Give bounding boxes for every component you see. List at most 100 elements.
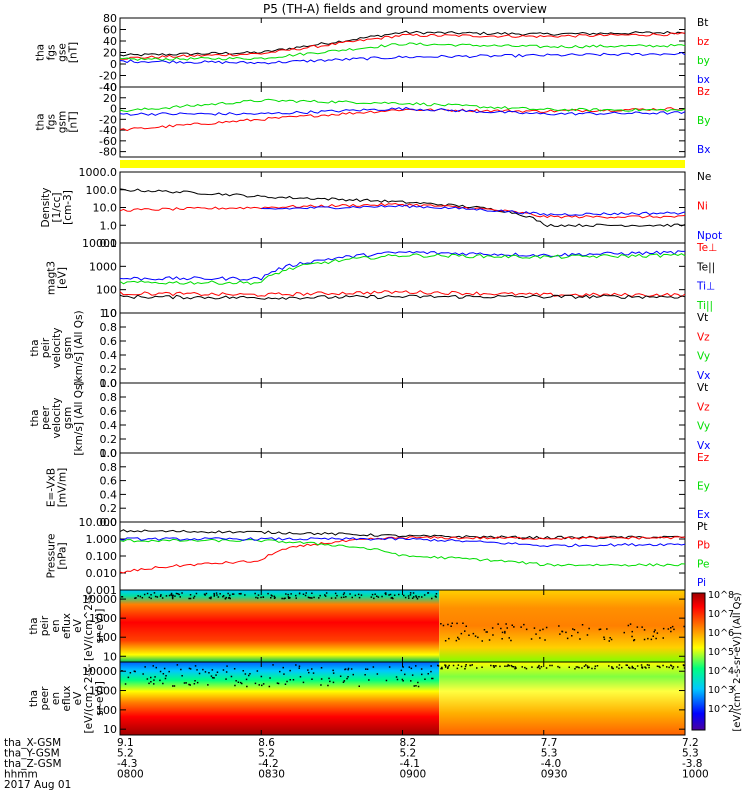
peir_velocity-ytick: 0.4 [100, 349, 118, 362]
temperature-legend-Te⊥: Te⊥ [696, 242, 717, 254]
peer_velocity-ytick: 0.0 [100, 447, 118, 460]
peer_spec-ylabel: eV [72, 691, 84, 705]
footer-value: -4.3 [117, 758, 138, 770]
fgs_gse-ylabel: [nT] [68, 42, 80, 63]
peir_spec-region-post [439, 590, 685, 662]
pressure-series-Pe [119, 538, 686, 567]
peir_velocity-ytick: 0.2 [100, 363, 118, 376]
peir_spec-ylabel: peir [39, 615, 51, 636]
peir_velocity-ytick: 0.6 [100, 335, 118, 348]
peir_velocity-legend-Vz: Vz [697, 331, 710, 343]
temperature-series-Ti⊥ [119, 250, 685, 281]
pressure-series-Pt [119, 529, 686, 540]
peir_velocity-ytick: 0.0 [100, 377, 118, 390]
peir_velocity-legend-Vy: Vy [697, 351, 710, 363]
peir_velocity-ytick: 0.8 [100, 321, 118, 334]
peir_spec-ylabel: [eV/(cm^2-s- [83, 591, 95, 661]
pressure-ylabel: [nPa] [57, 542, 69, 569]
efield-ylabel: E=-VxB [46, 468, 58, 507]
density-ytick: 100.0 [86, 184, 118, 197]
peer_spec-ylabel: tha [28, 690, 40, 707]
colorbar-tick: 10^3 [708, 685, 734, 696]
density-ylabel: [cm-3] [62, 190, 74, 225]
footer-value: 1000 [682, 769, 709, 781]
peir_spec-ytick: 1000 [89, 612, 117, 625]
fgs_gsm-ylabel: gsm [57, 111, 69, 133]
peer_velocity-ytick: 0.2 [100, 433, 118, 446]
peer_velocity-ylabel: gsm [62, 407, 74, 429]
peir_spec-ylabel: eV [72, 618, 84, 632]
peir_velocity-ylabel: velocity [51, 327, 63, 368]
peer_velocity-frame [119, 382, 686, 454]
peer_velocity-legend-Vt: Vt [697, 382, 708, 394]
peer_spec-region-pre [120, 662, 440, 735]
fgs_gsm-legend-Bz: Bz [697, 86, 710, 98]
peer_velocity-legend-Vy: Vy [697, 421, 710, 433]
density-ytick: 0.1 [100, 237, 118, 250]
peir_spec-ytick: 10 [103, 650, 117, 663]
footer-value: 0930 [541, 769, 568, 781]
peer_spec-ytick: 1000 [89, 685, 117, 698]
colorbar-tick: 10^7 [708, 609, 734, 620]
pressure-series-Pi [119, 537, 686, 548]
footer-value: 5.3 [541, 748, 558, 760]
temperature-ytick: 1000 [89, 260, 117, 273]
density-series-Ne [119, 188, 686, 228]
temperature-series-Te|| [119, 294, 686, 300]
fgs_gsm-ytick: -40 [99, 124, 117, 137]
footer-value: 5.2 [400, 748, 417, 760]
fgs_gse-legend-by: by [697, 55, 710, 67]
density-ytick: 1000.0 [79, 166, 118, 179]
efield-ytick: 0.6 [100, 475, 118, 488]
footer-value: -4.1 [400, 758, 421, 770]
colorbar-label: [eV/(cm^2-s-sr-eV)] (All Qs) [732, 592, 743, 731]
pressure-legend-Pb: Pb [697, 540, 710, 552]
peer_spec-ylabel: peer [39, 686, 51, 711]
footer-value: 8.6 [258, 737, 275, 749]
footer-row-label: 2017 Aug 01 [4, 779, 71, 791]
peer_velocity-legend-Vx: Vx [697, 440, 710, 452]
temperature-ylabel: magt3 [46, 261, 58, 295]
colorbar-tick: 10^2 [708, 704, 734, 715]
fgs_gsm-frame [119, 86, 686, 158]
fgs_gsm-ytick: 40 [103, 81, 117, 94]
temperature-ytick: 10 [103, 307, 117, 320]
panel-density: 1000.0 100.0 10.0 1.0 0.1 Density [1/cc] [cm-3]… [40, 166, 722, 250]
temperature-legend-Ti||: Ti|| [696, 300, 713, 312]
peir_spec-ylabel: sr-eV)] [94, 609, 106, 644]
peer_velocity-ylabel: tha [29, 409, 41, 426]
footer-row-label: tha_Y-GSM [4, 748, 60, 760]
peer_velocity-ylabel: peer [40, 405, 52, 430]
panel-peer_spec: 10000 1000 100 10 tha peer en eflux eV [eV/(cm^2-… [28, 661, 686, 736]
footer-value: 5.2 [117, 748, 134, 760]
fgs_gsm-ytick: 0 [110, 103, 117, 116]
footer-value: 5.2 [258, 748, 275, 760]
colorbar-tick: 10^4 [708, 666, 734, 677]
fgs_gse-ytick: 0 [110, 58, 117, 71]
peer_velocity-ytick: 0.6 [100, 405, 118, 418]
peir_velocity-legend-Vx: Vx [697, 370, 710, 382]
fgs_gse-frame [119, 17, 686, 88]
peir_velocity-ylabel: gsm [62, 337, 74, 359]
temperature-ylabel: [eV] [57, 267, 69, 289]
density-legend-Npot: Npot [697, 230, 722, 242]
fgs_gsm-ytick: -60 [99, 135, 117, 148]
peir_spec-ytick: 100 [96, 631, 117, 644]
peer_velocity-ylabel: [km/s] (All Qs) [73, 380, 85, 455]
peer_velocity-ytick: 0.8 [100, 391, 118, 404]
peir_spec-ytick: 10000 [82, 593, 117, 606]
peer_spec-region-post [439, 662, 685, 735]
density-ytick: 10.0 [93, 202, 118, 215]
panel-pressure: 10.000 1.000 0.100 0.010 0.001 Pressure [nPa] P… [46, 516, 711, 597]
temperature-series-Te⊥ [119, 290, 686, 298]
footer-value: 8.2 [400, 737, 417, 749]
peir_spec-ylabel: en [50, 619, 62, 632]
footer-value: -4.0 [541, 758, 562, 770]
pressure-ytick: 10.000 [79, 516, 118, 529]
colorbar-tick: 10^5 [708, 647, 734, 658]
efield-ytick: 0.0 [100, 516, 118, 529]
